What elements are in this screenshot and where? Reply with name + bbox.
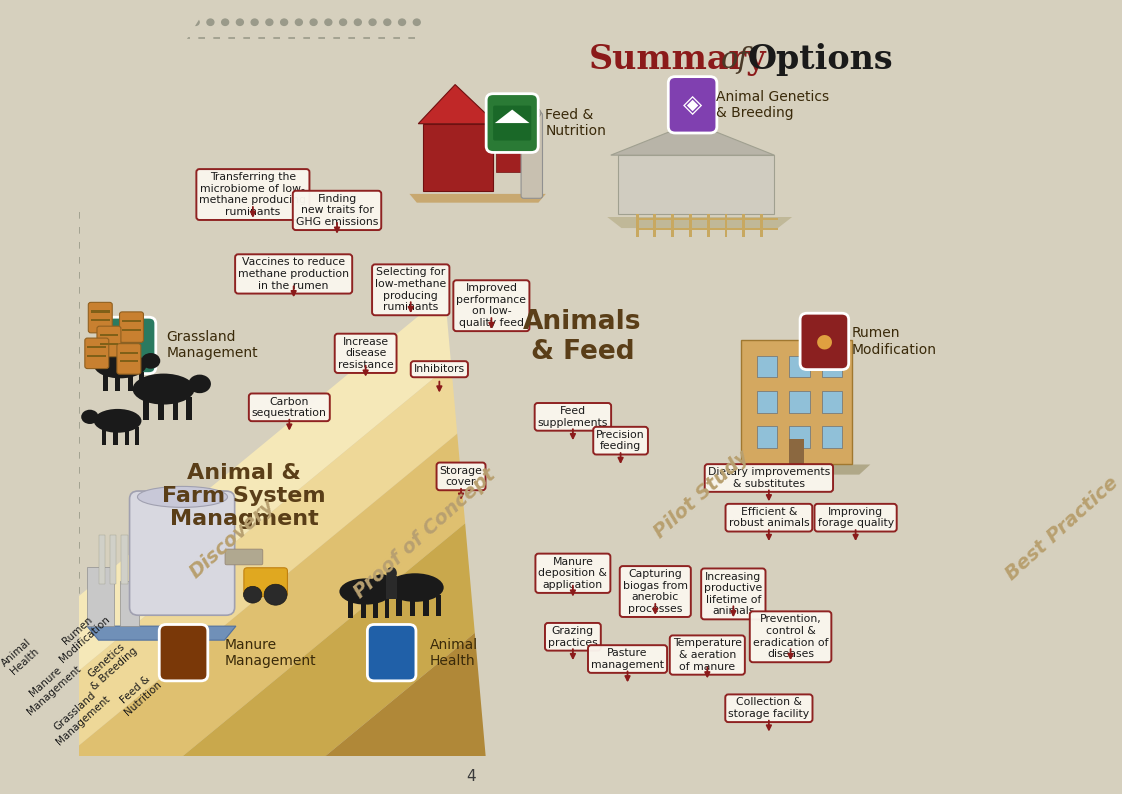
Circle shape [45,716,52,723]
FancyBboxPatch shape [96,326,121,357]
Circle shape [891,576,898,583]
Circle shape [295,769,302,775]
Polygon shape [495,110,530,123]
Circle shape [891,105,898,111]
Circle shape [891,157,898,164]
FancyBboxPatch shape [89,303,112,333]
Circle shape [891,227,898,233]
Bar [423,124,493,191]
Circle shape [45,594,52,600]
Bar [671,214,674,237]
FancyBboxPatch shape [243,568,287,596]
Circle shape [295,19,302,25]
Circle shape [74,769,81,775]
Circle shape [45,384,52,391]
Circle shape [891,524,898,530]
Bar [636,214,638,237]
Ellipse shape [386,573,443,602]
Circle shape [546,19,553,25]
Text: Genetics
& Breeding: Genetics & Breeding [81,637,139,692]
Circle shape [369,769,376,775]
Circle shape [767,769,774,775]
Bar [435,596,441,616]
Circle shape [237,769,243,775]
Ellipse shape [264,584,287,605]
Circle shape [891,734,898,740]
Circle shape [45,646,52,653]
Circle shape [891,751,898,757]
Circle shape [891,175,898,181]
FancyBboxPatch shape [367,624,416,681]
FancyBboxPatch shape [85,338,109,368]
Circle shape [325,769,332,775]
Ellipse shape [339,578,392,605]
Circle shape [516,19,524,25]
Circle shape [723,19,730,25]
Circle shape [516,769,524,775]
Circle shape [429,769,435,775]
Circle shape [45,70,52,76]
Circle shape [45,157,52,164]
Circle shape [45,769,52,775]
Circle shape [767,19,774,25]
Circle shape [708,19,715,25]
Bar [789,426,810,448]
Text: Prevention,
control &
eradication of
diseases: Prevention, control & eradication of dis… [753,615,828,659]
Circle shape [472,19,479,25]
Circle shape [797,19,803,25]
Bar [100,334,118,337]
Text: Dietary improvements
& substitutes: Dietary improvements & substitutes [708,467,830,489]
Polygon shape [419,84,496,124]
Circle shape [891,594,898,600]
Bar [760,214,763,237]
Circle shape [891,297,898,303]
Circle shape [619,19,627,25]
Bar [385,599,389,618]
Circle shape [891,507,898,513]
Circle shape [103,769,111,775]
Circle shape [576,769,582,775]
Circle shape [891,35,898,41]
Text: Animals
& Feed: Animals & Feed [523,310,642,365]
Text: Animal &
Farm System
Managment: Animal & Farm System Managment [163,463,327,530]
Circle shape [634,19,642,25]
Text: 4: 4 [467,769,476,784]
Circle shape [119,19,126,25]
Bar [128,372,132,391]
Bar [707,214,709,237]
Circle shape [45,349,52,356]
Circle shape [891,332,898,338]
Circle shape [45,52,52,59]
Circle shape [753,19,760,25]
Circle shape [89,769,96,775]
Circle shape [891,402,898,408]
Circle shape [340,769,347,775]
Text: Proof of Concept: Proof of Concept [350,465,499,602]
Circle shape [222,19,229,25]
Circle shape [840,19,848,25]
FancyBboxPatch shape [669,77,717,133]
Circle shape [891,489,898,495]
Circle shape [826,769,833,775]
Polygon shape [607,217,792,228]
Text: Improved
performance
on low-
quality feed: Improved performance on low- quality fee… [457,283,526,328]
Circle shape [885,769,892,775]
Polygon shape [420,0,905,794]
Circle shape [891,769,898,775]
Bar [113,427,118,445]
FancyBboxPatch shape [493,106,532,141]
Bar [410,596,415,616]
Text: Options: Options [747,43,893,76]
Circle shape [826,19,833,25]
Bar [116,372,120,391]
Circle shape [384,19,390,25]
Circle shape [163,19,169,25]
Circle shape [811,19,818,25]
Text: Summary: Summary [589,43,766,76]
Circle shape [45,419,52,426]
Circle shape [502,769,508,775]
Circle shape [891,349,898,356]
Text: Rumen
Modification: Rumen Modification [852,326,936,357]
